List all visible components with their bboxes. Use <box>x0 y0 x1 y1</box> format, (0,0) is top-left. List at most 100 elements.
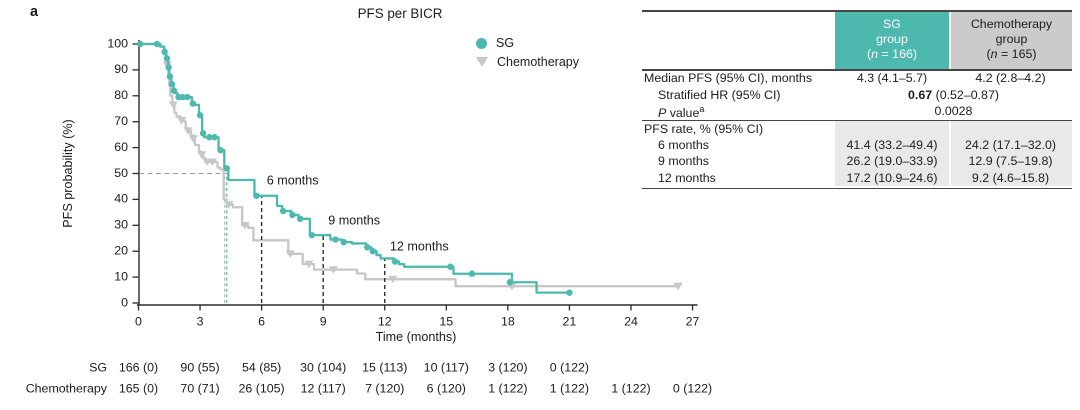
table-border-bottom <box>642 187 1072 190</box>
rate9-chemo-value: 12.9 (7.5–19.8) <box>968 154 1053 169</box>
censor-mark-circle <box>184 93 191 101</box>
censor-mark-circle <box>332 236 339 243</box>
x-tick-label: 15 <box>439 314 453 328</box>
stats-header-chemo-group: Chemotherapy group (n = 165) <box>951 11 1072 69</box>
censor-mark-circle <box>161 48 168 55</box>
axes: 0 10 20 30 40 50 60 70 80 90 100 0 3 6 9 12 15 18 21 24 27 Ti… <box>61 36 700 344</box>
censor-mark-circle <box>340 238 347 246</box>
sg-header-n: (n = 166) <box>867 47 917 62</box>
median-chemo-value: 4.2 (2.8–4.2) <box>975 71 1046 86</box>
risk-count: 12 (117) <box>301 381 346 395</box>
row-median-pfs: Median PFS (95% CI), months 4.3 (4.1–5.7… <box>642 71 1072 87</box>
risk-count: 0 (122) <box>673 381 712 395</box>
censor-mark-circle <box>170 87 178 94</box>
sg-header-line2: group <box>876 32 908 47</box>
censor-mark-circle <box>168 80 176 88</box>
censor-mark-circle <box>165 64 172 71</box>
x-tick-label: 21 <box>563 314 577 328</box>
legend-item-sg: SG <box>476 34 579 53</box>
risk-count: 1 (122) <box>550 381 589 395</box>
rate12-sg-value: 17.2 (10.9–24.6) <box>846 170 938 185</box>
km-curve-sg <box>136 40 573 296</box>
legend-label-sg: SG <box>496 36 515 51</box>
x-tick-label: 12 <box>378 314 392 328</box>
table-border-header <box>642 68 1072 71</box>
risk-count: 0 (122) <box>550 360 589 374</box>
chart-legend: SG Chemotherapy <box>476 34 579 71</box>
risk-count: 15 (113) <box>362 360 407 374</box>
censor-mark-circle <box>211 134 218 141</box>
risk-count: 70 (71) <box>180 381 219 395</box>
y-tick-label: 90 <box>114 62 128 76</box>
rate12-chemo-value: 9.2 (4.6–15.8) <box>971 170 1050 185</box>
censor-mark-circle <box>163 55 171 62</box>
median-sg-value: 4.3 (4.1–5.7) <box>856 71 928 86</box>
risk-count: 166 (0) <box>119 360 158 374</box>
risk-count: 1 (122) <box>488 381 527 395</box>
y-tick-label: 100 <box>107 36 128 50</box>
censor-mark-triangle <box>224 201 234 209</box>
stats-table: SG group (n = 166) Chemotherapy group (n… <box>642 10 1072 192</box>
sg-circle-marker-icon <box>476 37 487 49</box>
censor-mark-circle <box>189 100 197 107</box>
panel-label: a <box>30 4 39 20</box>
censor-mark-circle <box>217 146 224 154</box>
table-border-mid <box>642 119 1072 122</box>
censor-mark-triangle <box>176 117 187 125</box>
censor-mark-circle <box>289 211 296 219</box>
km-curve-chemotherapy <box>138 42 683 291</box>
p-value-label: P valuea <box>658 103 705 120</box>
landmark-annotations: 6 months 9 months 12 months <box>260 174 449 303</box>
x-tick-label: 24 <box>624 314 638 328</box>
censor-mark-circle <box>179 93 186 101</box>
landmark-label: 9 months <box>328 214 380 228</box>
censor-mark-circle <box>223 165 230 172</box>
table-border-top <box>642 10 1072 12</box>
censor-mark-circle <box>279 207 287 215</box>
risk-row-label: Chemotherapy <box>26 381 108 395</box>
rate-section-gap <box>949 121 951 187</box>
censor-mark-triangle <box>197 151 207 159</box>
x-tick-label: 0 <box>135 314 142 328</box>
censor-mark-circle <box>196 112 204 119</box>
censor-mark-triangle <box>388 275 398 284</box>
censor-mark-triangle <box>188 135 198 143</box>
x-tick-label: 18 <box>501 314 515 328</box>
risk-count: 90 (55) <box>180 360 219 374</box>
landmark-label: 12 months <box>390 240 449 254</box>
censor-mark-triangle <box>328 266 339 274</box>
rate6-sg-value: 41.4 (33.2–49.4) <box>846 138 938 153</box>
y-tick-label: 70 <box>114 114 128 128</box>
risk-count: 3 (120) <box>488 360 527 374</box>
censor-mark-circle <box>506 279 514 286</box>
p-value: 0.0028 <box>934 103 973 118</box>
chemo-triangle-marker-icon <box>476 56 488 67</box>
censor-mark-circle <box>296 215 304 223</box>
risk-table: SG 166 (0) 90 (55) 54 (85) 30 (104) 15 (113) 1… <box>26 360 712 395</box>
row-rate-9mo: 9 months 26.2 (19.0–33.9) 12.9 (7.5–19.8… <box>642 154 1072 170</box>
censor-mark-circle <box>136 40 144 48</box>
row-rate-header: PFS rate, % (95% CI) <box>644 121 764 136</box>
censor-mark-circle <box>199 130 207 137</box>
risk-count: 6 (120) <box>427 381 466 395</box>
censor-mark-triangle <box>673 282 683 291</box>
censor-mark-triangle <box>168 101 178 110</box>
y-tick-label: 0 <box>121 295 128 309</box>
censor-mark-circle <box>253 192 260 199</box>
risk-count: 26 (105) <box>239 381 285 395</box>
censor-mark-triangle <box>240 221 250 230</box>
chemo-header-n: (n = 165) <box>986 47 1037 62</box>
censor-mark-circle <box>206 134 213 141</box>
censor-mark-circle <box>308 231 316 239</box>
legend-item-chemotherapy: Chemotherapy <box>476 53 579 72</box>
risk-row-label: SG <box>89 360 107 374</box>
y-tick-label: 40 <box>114 192 128 206</box>
row-rate-12mo: 12 months 17.2 (10.9–24.6) 9.2 (4.6–15.8… <box>642 170 1072 186</box>
risk-count: 10 (117) <box>424 360 469 374</box>
x-tick-label: 3 <box>197 314 204 328</box>
chart-title: PFS per BICR <box>357 6 443 21</box>
censor-mark-triangle <box>207 158 217 167</box>
risk-count: 54 (85) <box>242 360 281 374</box>
